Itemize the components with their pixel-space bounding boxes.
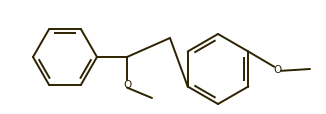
Text: O: O	[123, 79, 131, 89]
Text: O: O	[274, 64, 282, 74]
